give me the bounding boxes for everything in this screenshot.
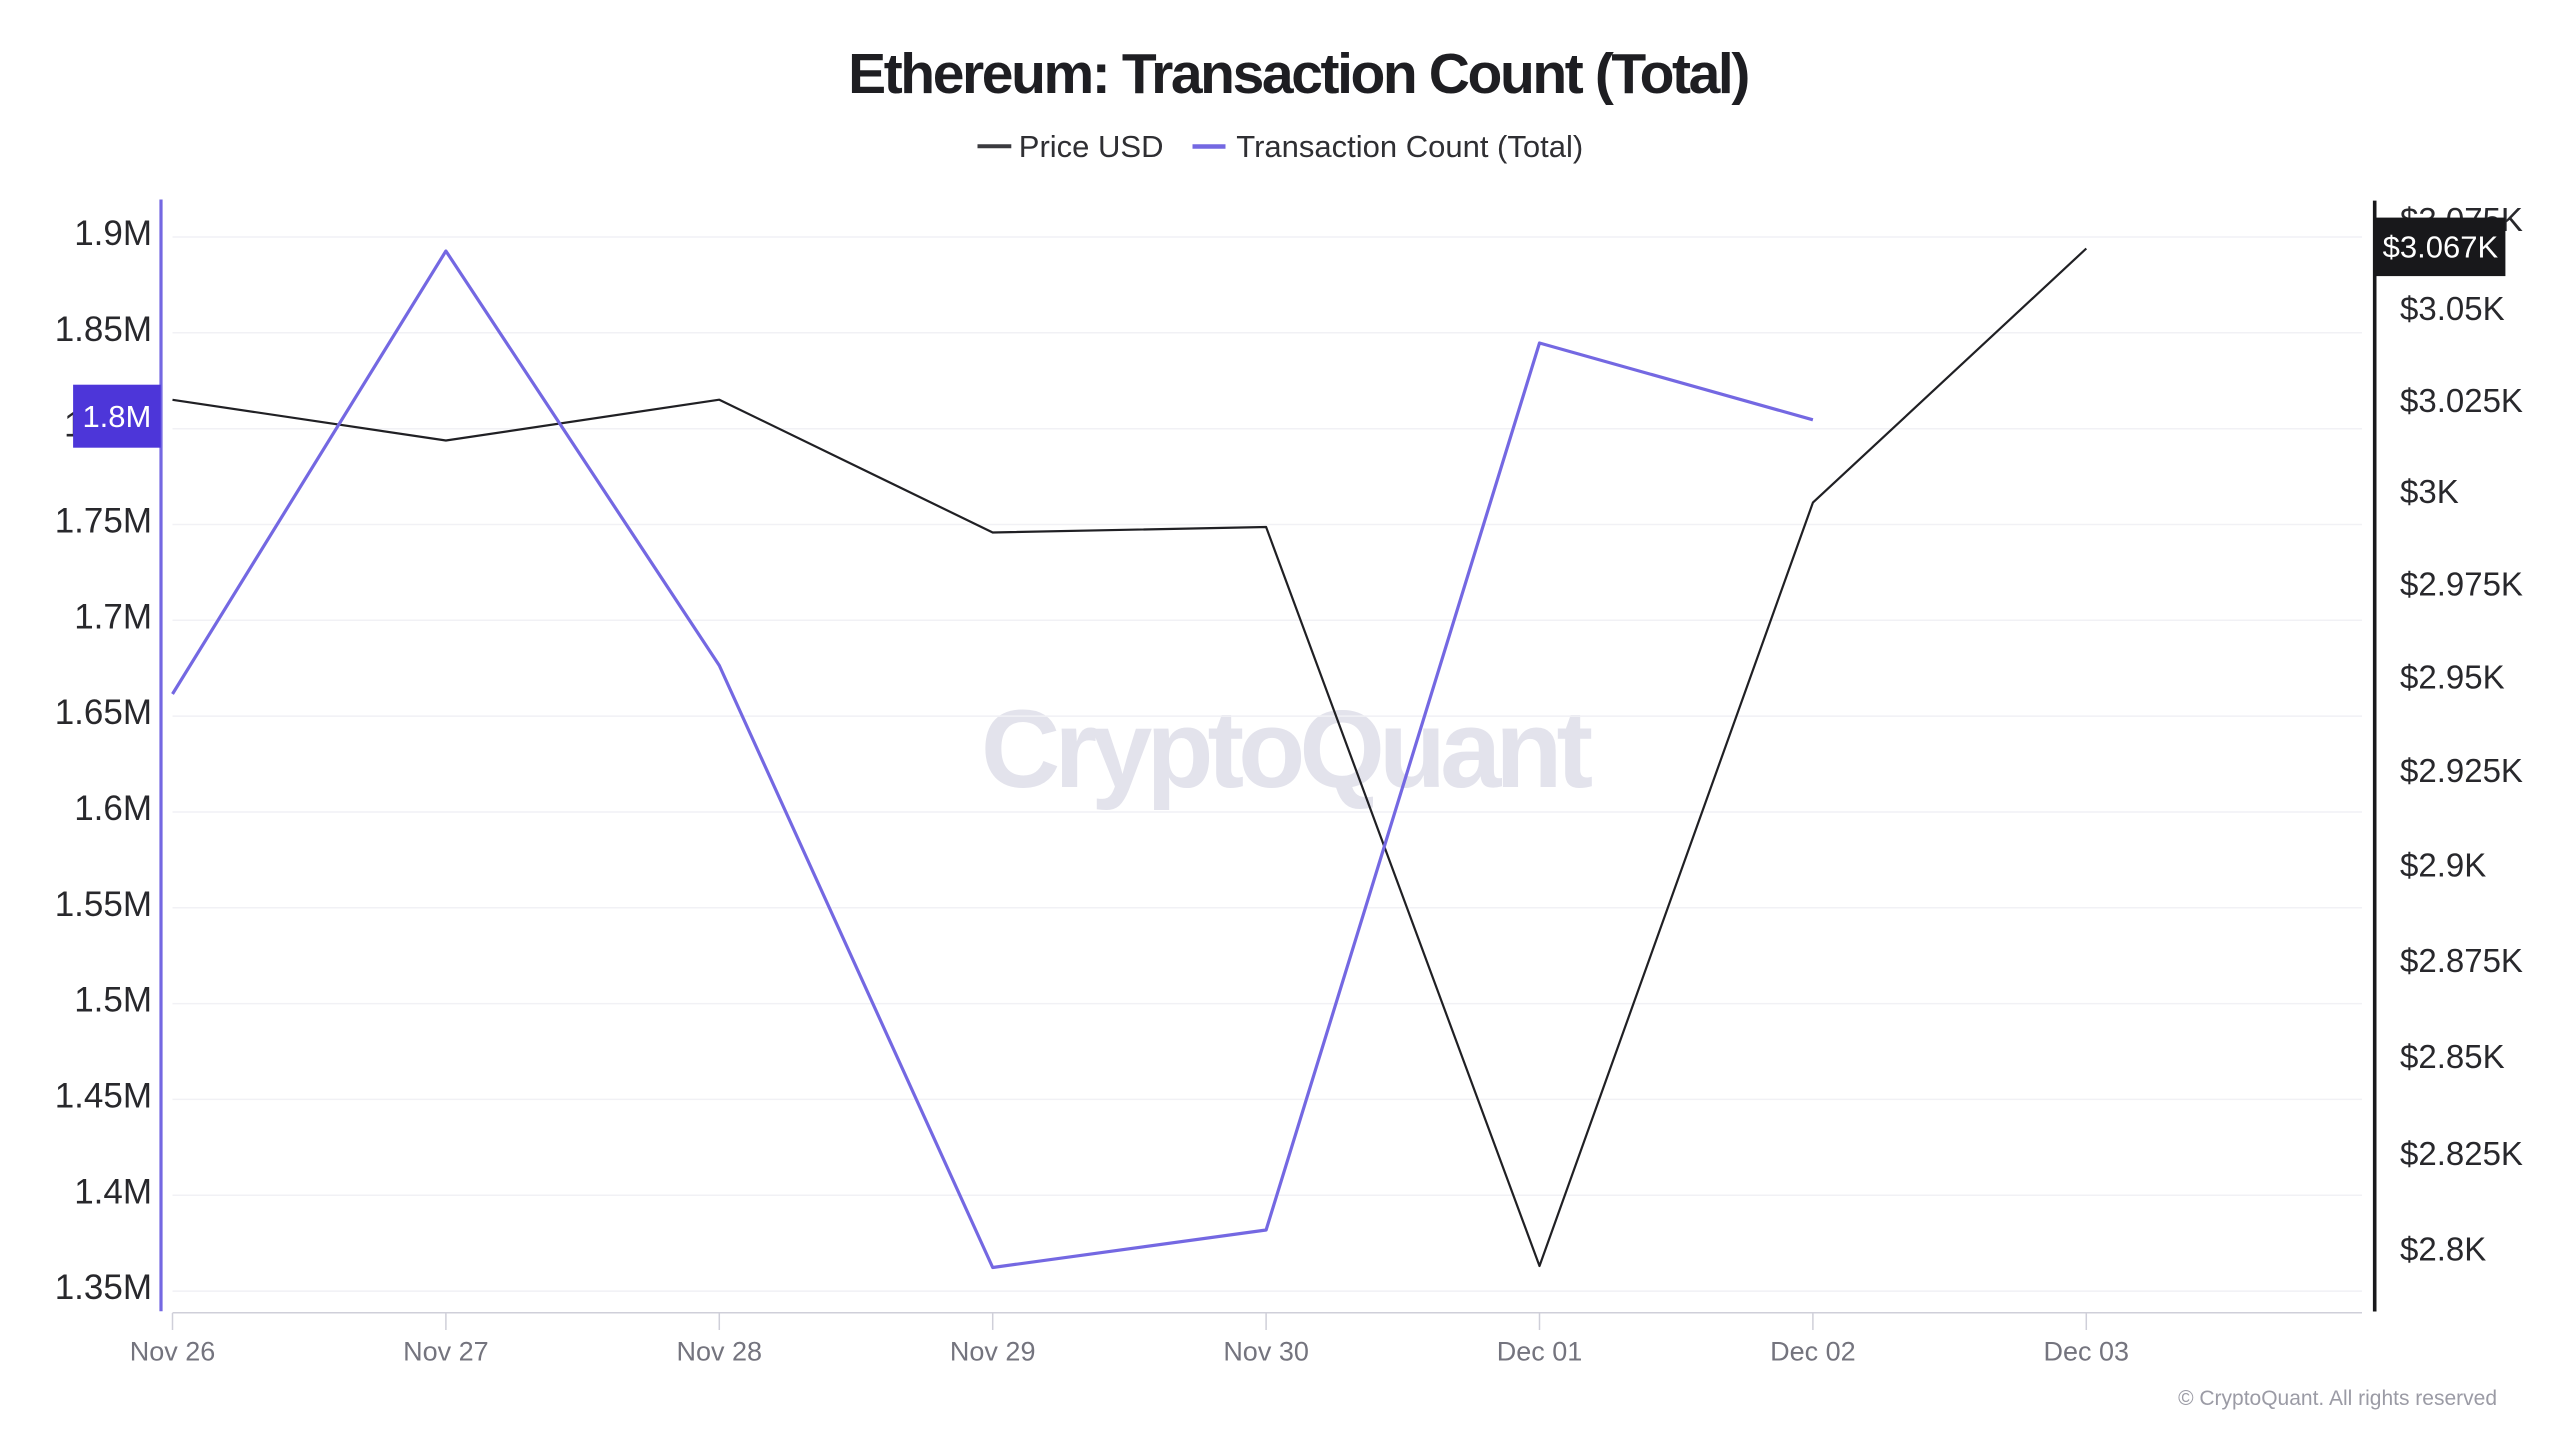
svg-text:Nov 27: Nov 27 (403, 1337, 489, 1367)
svg-text:1.4M: 1.4M (74, 1172, 152, 1211)
svg-text:1.7M: 1.7M (74, 597, 152, 636)
svg-text:Dec 02: Dec 02 (1770, 1337, 1856, 1367)
svg-text:© CryptoQuant. All rights rese: © CryptoQuant. All rights reserved (2178, 1387, 2497, 1410)
svg-text:CryptoQuant: CryptoQuant (981, 688, 1593, 811)
svg-text:1.5M: 1.5M (74, 981, 152, 1020)
svg-text:$2.8K: $2.8K (2400, 1230, 2486, 1267)
svg-text:Transaction Count (Total): Transaction Count (Total) (1236, 129, 1583, 164)
svg-text:Dec 01: Dec 01 (1497, 1337, 1583, 1367)
svg-text:Price USD: Price USD (1019, 129, 1164, 164)
svg-text:Nov 26: Nov 26 (130, 1337, 216, 1367)
svg-text:Ethereum: Transaction Count (T: Ethereum: Transaction Count (Total) (848, 42, 1748, 106)
svg-text:1.45M: 1.45M (55, 1076, 152, 1115)
svg-text:$2.95K: $2.95K (2400, 659, 2505, 696)
svg-text:1.85M: 1.85M (55, 310, 152, 349)
svg-text:1.35M: 1.35M (55, 1268, 152, 1307)
svg-text:$2.825K: $2.825K (2400, 1135, 2523, 1172)
svg-text:Nov 30: Nov 30 (1223, 1337, 1309, 1367)
svg-text:$2.925K: $2.925K (2400, 752, 2523, 789)
svg-text:$2.875K: $2.875K (2400, 942, 2523, 979)
svg-text:1.8M: 1.8M (82, 399, 151, 434)
svg-text:$3.05K: $3.05K (2400, 290, 2505, 327)
svg-text:$2.975K: $2.975K (2400, 565, 2523, 602)
svg-text:Nov 29: Nov 29 (950, 1337, 1036, 1367)
svg-text:$2.9K: $2.9K (2400, 847, 2486, 884)
svg-text:$2.85K: $2.85K (2400, 1038, 2505, 1075)
svg-text:Dec 03: Dec 03 (2044, 1337, 2130, 1367)
svg-text:1.9M: 1.9M (74, 214, 152, 253)
svg-text:1.55M: 1.55M (55, 885, 152, 924)
svg-text:$3.067K: $3.067K (2383, 229, 2499, 264)
svg-text:Nov 28: Nov 28 (677, 1337, 763, 1367)
svg-text:$3.025K: $3.025K (2400, 382, 2523, 419)
svg-text:1.75M: 1.75M (55, 502, 152, 541)
svg-text:1.6M: 1.6M (74, 789, 152, 828)
svg-text:1.65M: 1.65M (55, 693, 152, 732)
svg-text:$3K: $3K (2400, 473, 2459, 510)
